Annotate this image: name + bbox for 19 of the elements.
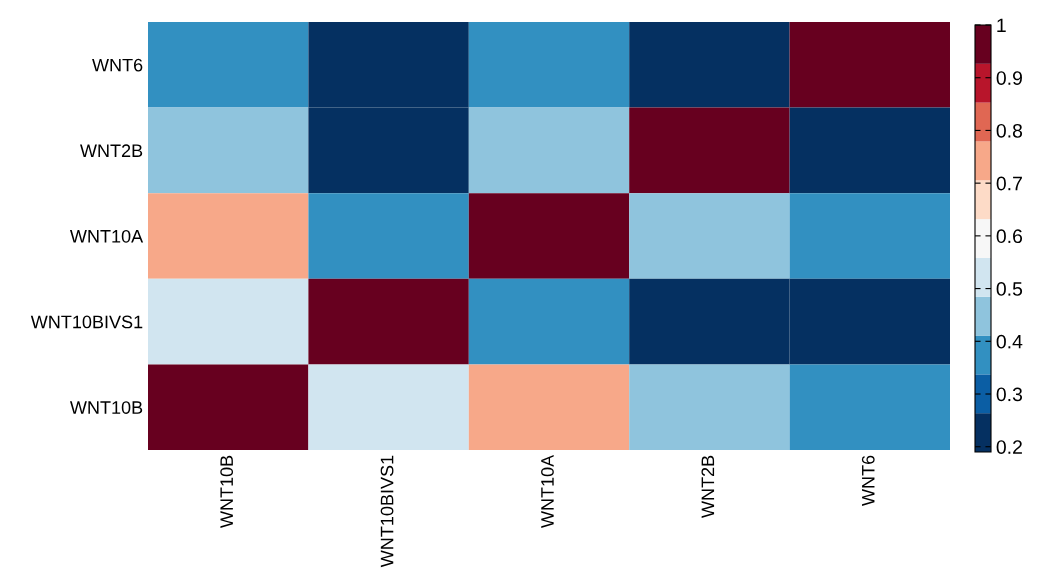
y-tick-label: WNT2B [80,144,143,157]
x-tick-label: WNT10BIVS1 [380,455,394,568]
color-bar-label: 1 [997,18,1006,33]
y-tick-label: WNT10A [69,229,144,243]
y-tick-label: WNT10B [69,401,143,414]
color-bar-label: 0.9 [996,71,1022,85]
x-tick-label: WNT2B [701,455,715,518]
color-bar-label: 0.5 [996,282,1023,296]
color-bar-label: 0.6 [996,229,1023,244]
color-bar-label: 0.7 [996,176,1022,191]
y-tick-label: WNT6 [92,58,143,72]
x-tick-label: WNT6 [861,455,875,506]
color-bar-label: 0.4 [996,334,1023,349]
y-tick-label: WNT10BIVS1 [30,315,143,329]
x-tick-label: WNT10A [541,454,554,529]
color-bar-label: 0.8 [996,123,1023,138]
color-bar-label: 0.3 [996,387,1023,402]
x-tick-label: WNT10B [220,455,234,529]
color-bar-label: 0.2 [996,440,1022,454]
